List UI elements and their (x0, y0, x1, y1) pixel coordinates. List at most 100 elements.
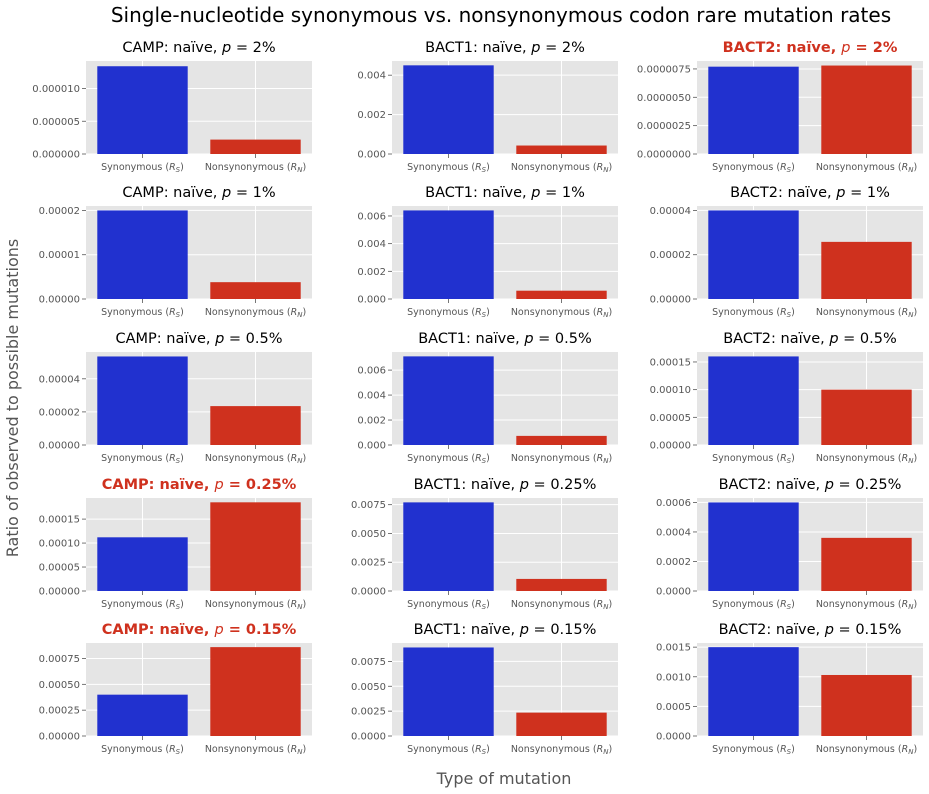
bar-synonymous (708, 502, 799, 591)
chart-panel: 0.000000 0.000005 0.000010 Synonymous (RS) N… (32, 40, 312, 174)
panel-title: CAMP: naïve, p = 0.15% (102, 622, 297, 638)
bar-nonsynonymous (516, 290, 607, 299)
chart-panel: 0.000 0.002 0.004 Synonymous (RS) Nonsynonym… (357, 40, 618, 174)
y-tick-label: 0.0005 (656, 702, 691, 713)
bar-synonymous (403, 65, 494, 154)
y-tick-label: 0.00010 (39, 539, 80, 550)
x-tick-label: Nonsynonymous (RN) (816, 744, 917, 756)
y-tick-label: 0.004 (357, 239, 386, 250)
bar-nonsynonymous (821, 389, 912, 445)
y-tick-label: 0.000010 (32, 84, 80, 95)
y-tick-label: 0.0075 (351, 657, 386, 668)
bar-synonymous (708, 356, 799, 445)
x-tick-label: Synonymous (RS) (712, 744, 795, 756)
x-tick-label: Synonymous (RS) (712, 162, 795, 174)
y-tick-label: 0.0075 (351, 500, 386, 511)
x-tick-label: Nonsynonymous (RN) (511, 307, 612, 319)
x-tick-label: Nonsynonymous (RN) (205, 599, 306, 611)
chart-panel: 0.000 0.002 0.004 0.006 Synonymous (RS) Nonsy… (357, 185, 618, 319)
y-tick-label: 0.00001 (39, 250, 80, 261)
x-tick-label: Synonymous (RS) (407, 599, 490, 611)
y-tick-label: 0.00000 (39, 587, 80, 598)
x-tick-label: Nonsynonymous (RN) (511, 453, 612, 465)
x-tick-label: Nonsynonymous (RN) (816, 599, 917, 611)
y-tick-label: 0.000000 (32, 150, 80, 161)
y-tick-label: 0.00050 (39, 680, 80, 691)
y-tick-label: 0.0000 (656, 732, 691, 743)
y-tick-label: 0.00000 (39, 732, 80, 743)
x-tick-label: Nonsynonymous (RN) (511, 162, 612, 174)
x-tick-label: Synonymous (RS) (712, 453, 795, 465)
panel-title: CAMP: naïve, p = 0.5% (115, 331, 282, 347)
bar-synonymous (708, 210, 799, 299)
x-tick-label: Synonymous (RS) (407, 453, 490, 465)
bar-nonsynonymous (516, 712, 607, 736)
figure-x-label: Type of mutation (436, 769, 572, 788)
y-tick-label: 0.0006 (656, 498, 691, 509)
chart-panel: 0.0000 0.0002 0.0004 0.0006 Synonymous (RS) N… (656, 477, 923, 611)
y-tick-label: 0.004 (357, 71, 386, 82)
figure-title: Single-nucleotide synonymous vs. nonsyno… (111, 3, 891, 27)
y-tick-label: 0.0015 (656, 643, 691, 654)
x-tick-label: Nonsynonymous (RN) (816, 162, 917, 174)
bar-nonsynonymous (516, 578, 607, 591)
y-tick-label: 0.00005 (39, 563, 80, 574)
x-tick-label: Synonymous (RS) (101, 744, 184, 756)
y-tick-label: 0.0000000 (637, 150, 691, 161)
y-tick-label: 0.00000 (39, 295, 80, 306)
bar-synonymous (97, 537, 188, 591)
bar-nonsynonymous (210, 502, 301, 591)
y-tick-label: 0.0000050 (637, 93, 691, 104)
panel-title: CAMP: naïve, p = 1% (122, 185, 275, 201)
chart-panel: 0.0000 0.0025 0.0050 0.0075 Synonymous (RS) N… (351, 622, 618, 756)
y-tick-label: 0.00004 (650, 206, 691, 217)
panel-title: BACT2: naïve, p = 0.5% (723, 331, 897, 347)
x-tick-label: Nonsynonymous (RN) (511, 744, 612, 756)
panel-title: CAMP: naïve, p = 2% (122, 40, 275, 56)
bar-nonsynonymous (516, 145, 607, 154)
panel-title: BACT2: naïve, p = 0.15% (719, 622, 902, 638)
x-tick-label: Synonymous (RS) (101, 453, 184, 465)
y-tick-label: 0.0000 (351, 587, 386, 598)
x-tick-label: Synonymous (RS) (101, 307, 184, 319)
y-tick-label: 0.00005 (650, 413, 691, 424)
x-tick-label: Synonymous (RS) (407, 307, 490, 319)
panel-title: CAMP: naïve, p = 0.25% (102, 477, 297, 493)
y-tick-label: 0.0004 (656, 527, 691, 538)
y-tick-label: 0.00000 (39, 441, 80, 452)
chart-panel: 0.00000 0.00001 0.00002 Synonymous (RS) Nons… (39, 185, 312, 319)
chart-panel: 0.00000 0.00025 0.00050 0.00075 Synonymous (… (39, 622, 312, 756)
bar-synonymous (97, 356, 188, 445)
panel-title: BACT1: naïve, p = 0.25% (414, 477, 597, 493)
y-tick-label: 0.000005 (32, 117, 80, 128)
figure-y-label: Ratio of observed to possible mutations (3, 239, 22, 557)
bar-synonymous (403, 647, 494, 736)
bar-synonymous (403, 502, 494, 591)
x-tick-label: Nonsynonymous (RN) (511, 599, 612, 611)
panel-title: BACT2: naïve, p = 0.25% (719, 477, 902, 493)
y-tick-label: 0.004 (357, 391, 386, 402)
y-tick-label: 0.006 (357, 366, 386, 377)
panel-title: BACT2: naïve, p = 1% (730, 185, 890, 201)
y-tick-label: 0.00010 (650, 385, 691, 396)
panel-title: BACT1: naïve, p = 0.5% (418, 331, 592, 347)
y-tick-label: 0.00000 (650, 441, 691, 452)
x-tick-label: Synonymous (RS) (101, 599, 184, 611)
panel-title: BACT2: naïve, p = 2% (723, 40, 898, 56)
y-tick-label: 0.0000 (351, 732, 386, 743)
y-tick-label: 0.0025 (351, 558, 386, 569)
y-tick-label: 0.002 (357, 267, 386, 278)
y-tick-label: 0.000 (357, 150, 386, 161)
y-tick-label: 0.0000075 (637, 64, 691, 75)
x-tick-label: Synonymous (RS) (101, 162, 184, 174)
chart-panel: 0.00000 0.00005 0.00010 0.00015 Synonymous (… (650, 331, 923, 465)
chart-panel: 0.00000 0.00005 0.00010 0.00015 Synonymous (… (39, 477, 312, 611)
chart-panel: 0.00000 0.00002 0.00004 Synonymous (RS) Nons… (650, 185, 923, 319)
chart-panel: 0.0000000 0.0000025 0.0000050 0.0000075 Syno… (637, 40, 923, 174)
x-tick-label: Nonsynonymous (RN) (205, 453, 306, 465)
chart-panel: 0.0000 0.0005 0.0010 0.0015 Synonymous (RS) N… (656, 622, 923, 756)
bar-synonymous (403, 210, 494, 299)
y-tick-label: 0.0010 (656, 672, 691, 683)
bar-nonsynonymous (821, 674, 912, 736)
